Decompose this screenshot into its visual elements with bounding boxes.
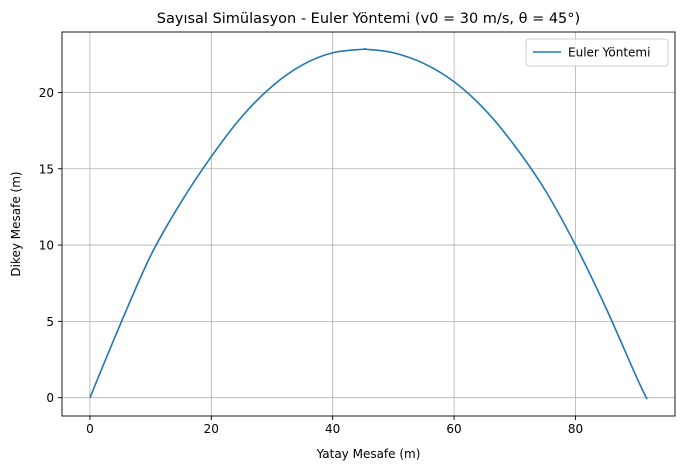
- series-line-euler: [89, 48, 648, 400]
- axis-ticks: 0 20 40 60 80 0 5 10 15 20: [39, 86, 583, 436]
- y-axis-label: Dikey Mesafe (m): [9, 171, 23, 276]
- chart-title: Sayısal Simülasyon - Euler Yöntemi (v0 =…: [157, 11, 580, 27]
- y-tick-label: 0: [46, 391, 54, 405]
- y-tick-label: 20: [39, 86, 54, 100]
- x-tick-label: 60: [446, 422, 461, 436]
- x-tick-label: 80: [568, 422, 583, 436]
- legend-label: Euler Yöntemi: [568, 46, 650, 60]
- grid: [62, 32, 675, 416]
- x-tick-label: 0: [86, 422, 94, 436]
- legend: Euler Yöntemi: [525, 38, 669, 67]
- legend-box: [525, 38, 669, 67]
- plot-frame: [61, 31, 676, 417]
- x-tick-label: 40: [325, 422, 340, 436]
- x-tick-label: 20: [204, 422, 219, 436]
- y-tick-label: 5: [46, 315, 54, 329]
- y-tick-label: 10: [39, 239, 54, 253]
- y-tick-label: 15: [39, 162, 54, 176]
- x-axis-label: Yatay Mesafe (m): [316, 447, 421, 461]
